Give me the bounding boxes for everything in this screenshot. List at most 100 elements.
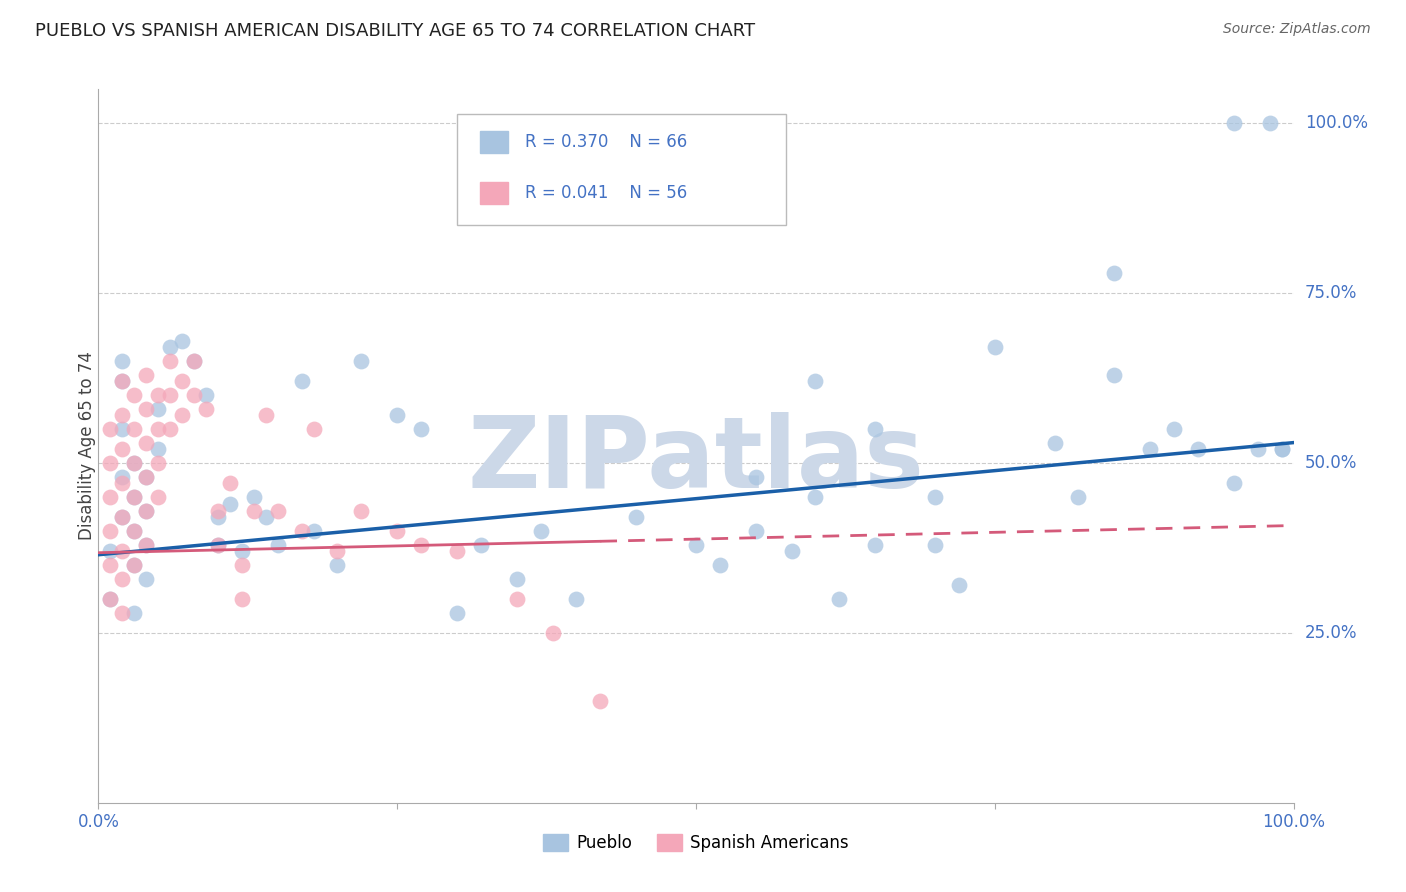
- Point: [98, 591, 122, 606]
- Point: [98, 524, 122, 538]
- Point: [98, 490, 122, 504]
- Point: [111, 375, 134, 389]
- Point: [685, 537, 707, 551]
- Point: [865, 422, 887, 436]
- Point: [1223, 116, 1246, 130]
- Point: [1247, 442, 1270, 457]
- Point: [350, 503, 373, 517]
- Point: [1223, 476, 1246, 491]
- Point: [1187, 442, 1209, 457]
- Point: [948, 578, 970, 592]
- Point: [326, 544, 349, 558]
- Point: [219, 497, 242, 511]
- Text: 75.0%: 75.0%: [1305, 284, 1357, 302]
- Point: [1104, 266, 1126, 280]
- Point: [124, 456, 146, 470]
- Point: [207, 537, 229, 551]
- Point: [291, 375, 314, 389]
- Point: [207, 510, 229, 524]
- Point: [530, 524, 553, 538]
- Point: [148, 442, 170, 457]
- Point: [804, 490, 827, 504]
- Point: [411, 537, 433, 551]
- Point: [254, 409, 277, 423]
- Point: [231, 591, 253, 606]
- Point: [124, 524, 146, 538]
- Point: [98, 456, 122, 470]
- Point: [195, 388, 218, 402]
- Point: [124, 558, 146, 572]
- Point: [219, 476, 242, 491]
- Point: [111, 469, 134, 483]
- Point: [291, 524, 314, 538]
- Point: [159, 388, 181, 402]
- Text: R = 0.041    N = 56: R = 0.041 N = 56: [524, 184, 688, 202]
- Point: [267, 537, 290, 551]
- Point: [183, 354, 205, 368]
- Point: [111, 409, 134, 423]
- Point: [1271, 442, 1294, 457]
- Point: [589, 694, 612, 708]
- Legend: Pueblo, Spanish Americans: Pueblo, Spanish Americans: [536, 827, 856, 859]
- Text: 25.0%: 25.0%: [1305, 624, 1357, 642]
- Point: [745, 469, 768, 483]
- Point: [172, 409, 194, 423]
- Point: [183, 354, 205, 368]
- Point: [111, 422, 134, 436]
- Point: [709, 558, 731, 572]
- Point: [124, 422, 146, 436]
- Point: [254, 510, 277, 524]
- Point: [159, 422, 181, 436]
- Point: [98, 422, 122, 436]
- Point: [302, 524, 325, 538]
- Point: [385, 409, 409, 423]
- Point: [135, 469, 157, 483]
- Point: [172, 375, 194, 389]
- Point: [148, 456, 170, 470]
- Point: [350, 354, 373, 368]
- Point: [828, 591, 851, 606]
- Point: [243, 490, 266, 504]
- Point: [148, 401, 170, 416]
- Text: ZIPatlas: ZIPatlas: [468, 412, 924, 508]
- Point: [98, 558, 122, 572]
- Point: [111, 354, 134, 368]
- Point: [111, 442, 134, 457]
- Point: [506, 572, 529, 586]
- Point: [506, 591, 529, 606]
- Point: [231, 558, 253, 572]
- Point: [124, 558, 146, 572]
- Point: [984, 341, 1007, 355]
- Point: [1067, 490, 1090, 504]
- Point: [135, 469, 157, 483]
- Point: [745, 524, 768, 538]
- Point: [111, 375, 134, 389]
- Point: [1104, 368, 1126, 382]
- Point: [148, 388, 170, 402]
- Point: [111, 544, 134, 558]
- Point: [172, 334, 194, 348]
- Point: [135, 537, 157, 551]
- Point: [385, 524, 409, 538]
- Point: [124, 606, 146, 620]
- Point: [98, 591, 122, 606]
- Point: [1271, 442, 1294, 457]
- Point: [411, 422, 433, 436]
- Point: [541, 626, 564, 640]
- Point: [124, 490, 146, 504]
- Point: [111, 510, 134, 524]
- Point: [470, 537, 492, 551]
- FancyBboxPatch shape: [479, 131, 509, 153]
- Point: [446, 606, 468, 620]
- Point: [135, 572, 157, 586]
- Point: [111, 510, 134, 524]
- Point: [207, 537, 229, 551]
- Point: [1163, 422, 1185, 436]
- Point: [124, 524, 146, 538]
- Point: [148, 490, 170, 504]
- Point: [267, 503, 290, 517]
- Point: [302, 422, 325, 436]
- Point: [626, 510, 648, 524]
- Text: PUEBLO VS SPANISH AMERICAN DISABILITY AGE 65 TO 74 CORRELATION CHART: PUEBLO VS SPANISH AMERICAN DISABILITY AG…: [35, 22, 755, 40]
- Point: [865, 537, 887, 551]
